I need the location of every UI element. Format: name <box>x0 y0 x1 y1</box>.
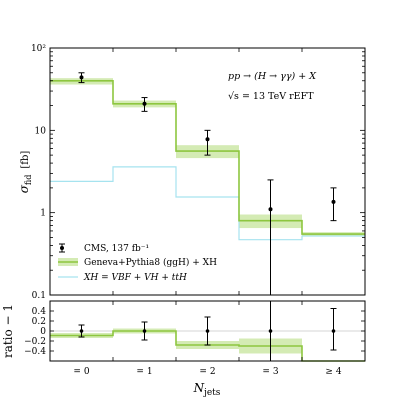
ratio-frame <box>49 300 366 362</box>
ratio-marker <box>142 329 147 333</box>
ratio-y-axis-label: ratio − 1 <box>1 304 15 358</box>
x-category-label: = 0 <box>73 367 89 377</box>
main-ytick-label: 1 <box>40 209 46 219</box>
legend-label-geneva: Geneva+Pythia8 (ggH) + XH <box>84 257 217 268</box>
cms-data-points <box>78 72 337 295</box>
cms-marker <box>331 199 336 204</box>
ratio-y-label: ratio − 1 <box>1 304 15 358</box>
ratio-marker <box>331 329 336 333</box>
x-category-label: ≥ 4 <box>325 367 341 377</box>
ratio-marker <box>79 329 84 333</box>
ratio-cms-point <box>204 316 211 346</box>
ratio-ytick-label: −0.4 <box>24 347 46 357</box>
ratio-x-ticks: = 0 = 1 = 2 = 3 ≥ 4 <box>73 301 342 377</box>
cms-marker <box>205 137 210 142</box>
cms-marker <box>142 101 147 106</box>
ratio-y-ticks: 0.40.20−0.2−0.4 <box>24 307 365 357</box>
main-ytick-label: 0.1 <box>32 291 46 301</box>
main-panel: 0.1 1 10 10² pp → (H → γγ) + X √s = 13 TeV … <box>17 44 366 301</box>
main-y-axis-label: σfid [fb] <box>17 151 33 194</box>
ratio-cms-point <box>78 324 85 338</box>
x-label-sub: jets <box>203 388 221 398</box>
main-frame <box>49 47 366 296</box>
ratio-ytick-label: 0 <box>40 327 46 337</box>
main-plot-area <box>50 48 365 295</box>
xh-step-line <box>50 166 365 241</box>
main-x-ticks <box>112 48 303 295</box>
ratio-cms-point <box>268 301 273 361</box>
cms-point <box>141 97 148 112</box>
cms-marker <box>268 207 273 212</box>
main-ytick-label: 10 <box>35 126 47 136</box>
ratio-cms-point <box>330 308 337 351</box>
x-axis-label: Njets <box>193 381 221 398</box>
ratio-ytick-label: 0.2 <box>32 317 46 327</box>
y-label-sub: fid <box>24 175 33 185</box>
y-label-unit: [fb] <box>20 151 31 169</box>
cms-point <box>330 187 337 222</box>
cms-marker <box>79 75 84 80</box>
ratio-ytick-label: −0.2 <box>24 337 46 347</box>
xh-step-path <box>50 166 365 241</box>
energy-annotation: √s = 13 TeV rEFT <box>228 91 314 102</box>
main-ytick-label: 10² <box>31 44 46 54</box>
ratio-cms-point <box>141 321 148 341</box>
legend: CMS, 137 fb⁻¹ Geneva+Pythia8 (ggH) + XH … <box>58 243 217 283</box>
ratio-marker <box>205 329 210 333</box>
x-category-label: = 1 <box>136 367 152 377</box>
legend-item-geneva: Geneva+Pythia8 (ggH) + XH <box>58 257 217 268</box>
ratio-cms-points <box>78 301 337 361</box>
ratio-panel: 0.40.20−0.2−0.4 = 0 = 1 = 2 = 3 ≥ 4 ratio − … <box>1 300 366 398</box>
legend-label-xh: XH = VBF + VH + ttH <box>83 273 187 283</box>
cms-point <box>267 179 274 295</box>
x-label-n: N <box>193 381 205 395</box>
svg-text:σfid[fb]: σfid [fb] <box>17 151 33 194</box>
legend-item-xh: XH = VBF + VH + ttH <box>58 273 187 283</box>
cms-point <box>204 129 211 156</box>
process-annotation: pp → (H → γγ) + X <box>228 71 317 82</box>
ratio-ytick-label: 0.4 <box>32 307 47 317</box>
x-category-label: = 2 <box>199 367 215 377</box>
x-category-label: = 3 <box>262 367 278 377</box>
legend-item-cms: CMS, 137 fb⁻¹ <box>59 243 149 254</box>
ratio-marker <box>268 329 273 333</box>
legend-label-cms: CMS, 137 fb⁻¹ <box>84 244 149 254</box>
y-label-sigma: σ <box>17 184 31 193</box>
cms-point <box>78 72 85 84</box>
